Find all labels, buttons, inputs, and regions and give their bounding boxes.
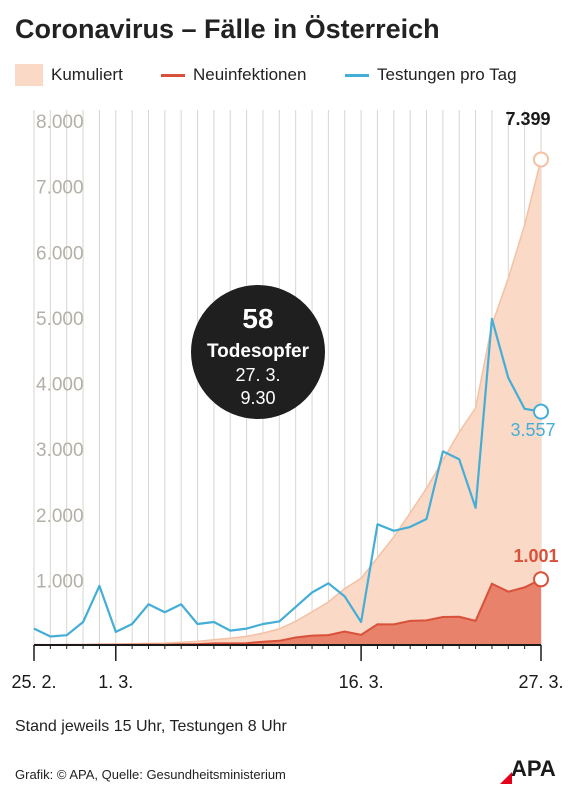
x-tick-label: 16. 3. [339, 672, 384, 692]
deaths-number: 58 [242, 303, 273, 334]
deaths-circle [191, 285, 325, 419]
cumulative-end-marker [533, 151, 549, 168]
y-tick-label: 8.000 [36, 112, 84, 133]
new-infections-last-label: 1.001 [513, 546, 558, 566]
deaths-date: 27. 3. [235, 365, 280, 385]
y-tick-label: 4.000 [36, 375, 84, 396]
footnote: Stand jeweils 15 Uhr, Testungen 8 Uhr [15, 718, 287, 735]
x-axis: 25. 2. 1. 3. 16. 3. 27. 3. [11, 644, 564, 692]
legend-item-tests: Testungen pro Tag [345, 64, 517, 86]
tests-end-marker [533, 403, 549, 420]
apa-logo-text: APA [511, 756, 556, 781]
chart-title: Coronavirus – Fälle in Österreich [15, 14, 440, 44]
end-markers [533, 151, 549, 588]
legend-swatch-new-infections [161, 73, 185, 77]
deaths-label: Todesopfer [207, 341, 310, 362]
legend-item-cumulative: Kumuliert [15, 64, 123, 86]
legend-swatch-tests [345, 73, 369, 77]
tests-line [33, 317, 542, 638]
legend-swatch-cumulative [15, 64, 43, 86]
y-tick-label: 3.000 [36, 440, 84, 461]
deaths-time: 9.30 [240, 388, 275, 408]
legend-label-tests: Testungen pro Tag [377, 65, 517, 84]
cumulative-area [34, 159, 541, 645]
source-line: Grafik: © APA, Quelle: Gesundheitsminist… [15, 767, 286, 782]
tests-last-label: 3.557 [510, 420, 555, 440]
deaths-annotation: 58 Todesopfer 27. 3. 9.30 [191, 285, 325, 419]
legend-label-new-infections: Neuinfektionen [193, 65, 307, 84]
apa-logo: APA [500, 756, 556, 784]
legend-label-cumulative: Kumuliert [51, 65, 123, 84]
x-tick-label: 27. 3. [518, 672, 563, 692]
y-tick-label: 1.000 [36, 571, 84, 592]
legend-item-new-infections: Neuinfektionen [161, 64, 306, 86]
apa-logo-mark [500, 772, 512, 784]
y-axis-labels: 1.000 2.000 3.000 4.000 5.000 6.000 7.000 8.000 [36, 112, 84, 592]
y-tick-label: 6.000 [36, 243, 84, 264]
new-infections-end-marker [533, 571, 549, 588]
cumulative-last-label: 7.399 [505, 109, 550, 129]
y-tick-label: 2.000 [36, 506, 84, 527]
new-infections-area [34, 579, 541, 645]
x-tick-label: 25. 2. [11, 672, 56, 692]
x-tick-label: 1. 3. [98, 672, 133, 692]
y-tick-label: 5.000 [36, 309, 84, 330]
y-tick-label: 7.000 [36, 178, 84, 199]
